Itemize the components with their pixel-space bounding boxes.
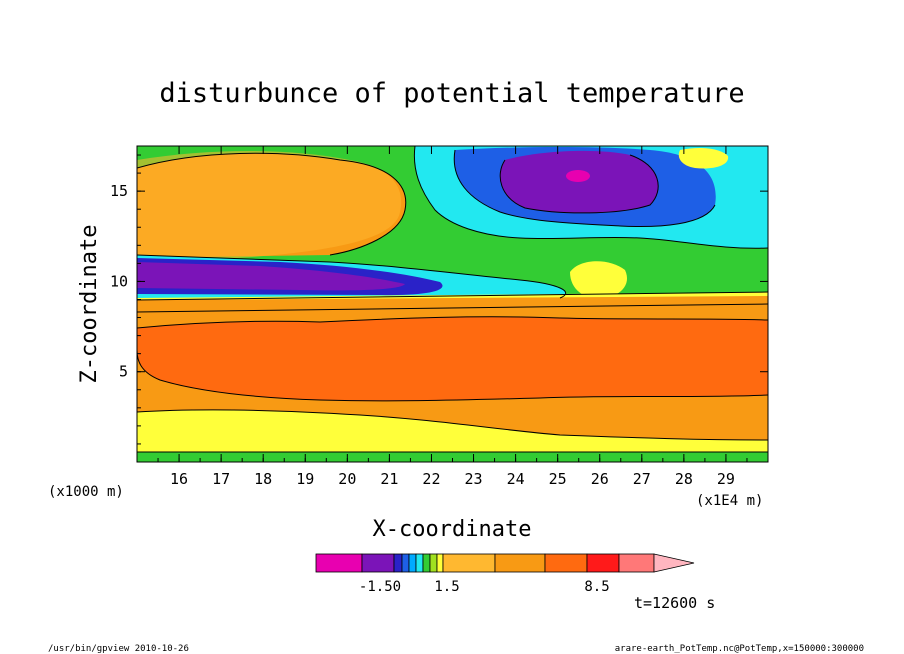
contour-line <box>137 152 407 256</box>
colorbar-swatch <box>393 553 403 573</box>
colorbar-tick-label: 1.5 <box>434 579 459 595</box>
colorbar-swatch <box>415 553 424 573</box>
x-tick-label: 17 <box>212 470 230 488</box>
y-tick-label: 5 <box>119 363 128 381</box>
x-tick-label: 24 <box>507 470 525 488</box>
colorbar-ticks: -1.50 1.5 8.5 <box>359 579 610 595</box>
x-tick-label: 20 <box>338 470 356 488</box>
x-tick-label: 27 <box>633 470 651 488</box>
colorbar-swatch <box>442 553 496 573</box>
colorbar-swatch <box>315 553 363 573</box>
x-tick-label: 22 <box>422 470 440 488</box>
fill-band-yellow-surface <box>137 409 768 455</box>
x-axis-title: X-coordinate <box>373 517 532 542</box>
y-axis: 5 10 15 <box>110 154 768 445</box>
colorbar-tick-label: -1.50 <box>359 579 401 595</box>
colorbar-tick-label: 8.5 <box>584 579 609 595</box>
colorbar-swatch <box>361 553 395 573</box>
fill-band-magenta-cell <box>566 170 590 182</box>
colorbar-swatch <box>436 553 444 573</box>
chart-title: disturbunce of potential temperature <box>159 78 744 109</box>
colorbar <box>315 553 695 573</box>
colorbar-swatch <box>494 553 546 573</box>
contour-line <box>137 291 768 301</box>
colorbar-swatch <box>408 553 417 573</box>
footer-left: /usr/bin/gpview 2010-10-26 <box>48 644 189 654</box>
colorbar-swatch <box>401 553 410 573</box>
y-axis-title: Z-coordinate <box>77 225 102 384</box>
x-tick-label: 19 <box>296 470 314 488</box>
contour-line <box>413 146 768 249</box>
colorbar-swatch <box>422 553 431 573</box>
time-label: t=12600 s <box>634 594 715 612</box>
x-tick-label: 18 <box>254 470 272 488</box>
fill-band-yellow-blob <box>678 148 729 169</box>
fill-band-yellow-mid <box>570 261 628 299</box>
contour-line <box>137 409 768 441</box>
x-tick-label: 23 <box>465 470 483 488</box>
x-tick-label: 25 <box>549 470 567 488</box>
footer-right: arare-earth_PotTemp.nc@PotTemp,x=150000:… <box>615 644 864 654</box>
colorbar-swatch <box>544 553 588 573</box>
contour-line <box>453 149 716 228</box>
contour-line <box>499 154 659 214</box>
plot-area <box>137 146 768 462</box>
x-tick-label: 29 <box>717 470 735 488</box>
y-axis-unit: (x1000 m) <box>48 484 124 500</box>
x-tick-label: 26 <box>591 470 609 488</box>
contour-line <box>137 349 768 402</box>
colorbar-arrow <box>653 553 695 573</box>
x-axis: 16 17 18 19 20 21 22 23 24 25 26 27 28 29 <box>136 146 769 488</box>
colorbar-swatch <box>429 553 438 573</box>
contour-line <box>137 316 768 329</box>
fill-band-violet-layer <box>137 262 405 291</box>
colorbar-swatch <box>586 553 620 573</box>
fill-band-green-surface <box>137 452 768 462</box>
x-tick-label: 21 <box>380 470 398 488</box>
fill-band-darkorange-core <box>137 316 768 401</box>
colorbar-swatch <box>618 553 655 573</box>
x-axis-unit: (x1E4 m) <box>696 493 763 509</box>
contour-line <box>137 254 567 299</box>
x-tick-label: 16 <box>170 470 188 488</box>
y-tick-label: 10 <box>110 272 128 290</box>
fill-band-yellow-upper <box>137 151 402 262</box>
y-tick-label: 15 <box>110 182 128 200</box>
x-tick-label: 28 <box>675 470 693 488</box>
